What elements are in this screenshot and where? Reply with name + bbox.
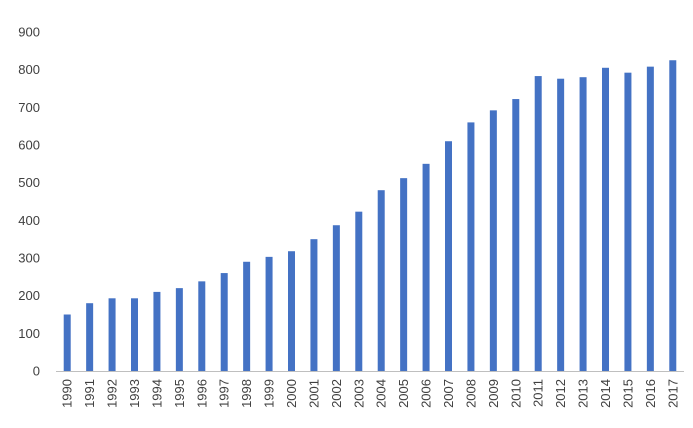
x-tick-label: 1999 <box>262 379 277 408</box>
y-tick-label: 100 <box>18 326 40 341</box>
x-tick-label: 2002 <box>329 379 344 408</box>
y-tick-label: 500 <box>18 175 40 190</box>
x-tick-label: 1994 <box>149 379 164 408</box>
bar <box>288 251 295 371</box>
bar <box>512 99 520 372</box>
bar <box>265 256 273 371</box>
bar <box>63 314 71 371</box>
bar <box>220 273 228 371</box>
x-tick-label: 2006 <box>419 379 434 408</box>
y-tick-label: 900 <box>18 25 40 40</box>
bar-series <box>63 60 677 372</box>
bar <box>153 291 161 371</box>
bar <box>355 211 363 371</box>
x-tick-label: 2000 <box>284 379 299 408</box>
x-tick-label: 2012 <box>553 379 568 408</box>
bar <box>332 225 340 371</box>
x-tick-label: 1993 <box>127 379 142 408</box>
bar <box>86 303 94 371</box>
y-tick-label: 700 <box>18 100 40 115</box>
bar <box>243 261 251 371</box>
x-tick-label: 1991 <box>82 379 97 408</box>
x-tick-label: 2005 <box>396 379 411 408</box>
y-tick-label: 200 <box>18 288 40 303</box>
bar <box>646 66 654 372</box>
bar <box>422 163 430 371</box>
y-tick-label: 400 <box>18 213 40 228</box>
x-tick-label: 2017 <box>665 379 680 408</box>
x-tick-label: 2004 <box>374 379 389 408</box>
x-tick-label: 2008 <box>463 379 478 408</box>
y-tick-label: 300 <box>18 251 40 266</box>
x-tick-label: 2003 <box>351 379 366 408</box>
bar <box>400 178 408 371</box>
x-tick-label: 2010 <box>508 379 523 408</box>
bar <box>669 60 677 371</box>
x-tick-label: 1996 <box>194 379 209 408</box>
y-axis-tick-labels: 0 100 200 300 400 500 600 700 800 900 <box>18 25 40 379</box>
x-tick-label: 2009 <box>486 379 501 408</box>
bar <box>579 77 587 371</box>
bar <box>108 298 116 371</box>
x-tick-label: 1997 <box>217 379 232 408</box>
x-tick-label: 2011 <box>531 379 546 407</box>
bar <box>489 110 497 371</box>
bar <box>131 298 138 371</box>
x-tick-label: 2015 <box>620 379 635 408</box>
x-tick-label: 1992 <box>105 379 120 408</box>
bar <box>534 76 542 371</box>
x-tick-label: 2007 <box>441 379 456 408</box>
bar <box>377 190 385 371</box>
x-tick-label: 1995 <box>172 379 187 408</box>
x-tick-label: 1998 <box>239 379 254 408</box>
bar <box>624 72 632 372</box>
y-tick-label: 600 <box>18 138 40 153</box>
x-tick-label: 2013 <box>576 379 591 408</box>
x-tick-label: 1990 <box>60 379 75 408</box>
bar <box>445 141 452 371</box>
y-tick-label: 800 <box>18 62 40 77</box>
bar <box>310 239 318 371</box>
bar <box>557 78 565 372</box>
bar <box>602 67 609 371</box>
y-tick-label: 0 <box>33 364 40 379</box>
x-tick-label: 2001 <box>306 379 321 408</box>
bar <box>175 288 183 371</box>
x-axis-tick-labels: 1990 1991 1992 1993 1994 1995 1996 1997 1998 1999… <box>60 379 681 408</box>
bar <box>198 281 206 371</box>
x-tick-label: 2016 <box>643 379 658 408</box>
bar <box>467 122 475 372</box>
x-tick-label: 2014 <box>598 379 613 408</box>
